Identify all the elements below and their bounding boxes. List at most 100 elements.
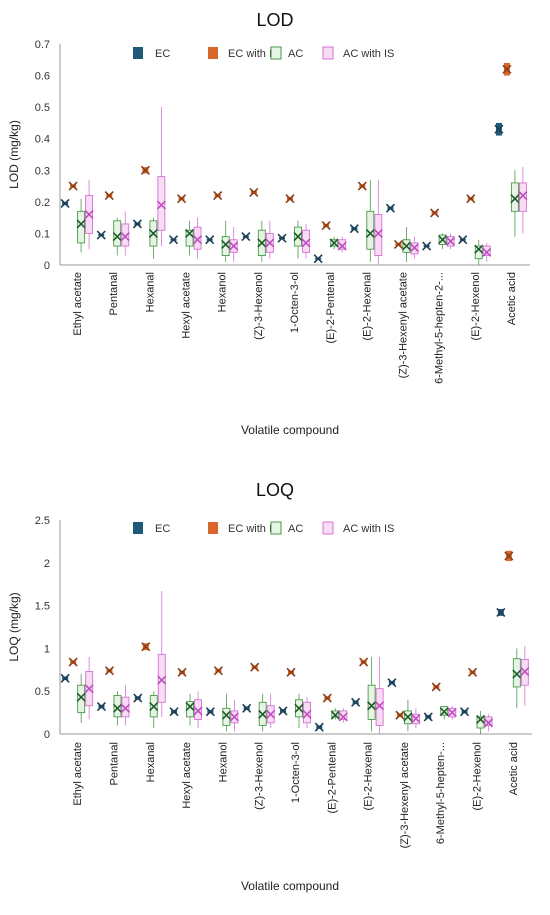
mean-marker <box>438 235 448 245</box>
y-tick-label: 2.5 <box>35 515 50 527</box>
box <box>510 182 519 212</box>
category-label: Pentanal <box>108 742 120 785</box>
category-label: Hexyl acetate <box>181 272 193 339</box>
mean-marker <box>221 710 231 720</box>
mean-marker <box>365 228 375 238</box>
y-tick-label: 1 <box>44 643 50 655</box>
box <box>193 226 202 250</box>
mean-marker <box>149 702 159 712</box>
mean-marker <box>483 718 494 728</box>
box <box>113 695 122 718</box>
mean-marker <box>518 190 528 201</box>
legend-item: EC with IS <box>208 522 279 535</box>
box <box>339 710 348 720</box>
category-label: (E)-2-Pentenal <box>325 272 337 344</box>
category-label: (E)-2-Pentenal <box>326 742 338 814</box>
legend-swatch <box>270 521 282 535</box>
mean-marker <box>84 209 94 220</box>
y-tick-label: 2 <box>44 558 50 570</box>
box <box>157 653 166 703</box>
y-tick-label: 0.7 <box>35 39 50 51</box>
mean-marker <box>351 697 361 707</box>
box <box>518 182 527 212</box>
mean-marker <box>321 220 331 231</box>
legend-label: AC with IS <box>343 48 394 60</box>
box <box>374 214 383 256</box>
mean-marker <box>293 232 303 242</box>
mean-marker <box>169 707 179 717</box>
mean-marker <box>467 667 478 677</box>
box <box>121 696 130 718</box>
box <box>482 245 491 256</box>
category-label: Pentanal <box>108 272 120 315</box>
mean-marker <box>213 666 223 676</box>
mean-marker <box>133 693 143 703</box>
y-tick-label: 0.2 <box>35 197 50 209</box>
legend-item: AC <box>270 521 303 535</box>
mean-marker <box>395 710 405 720</box>
mean-marker <box>141 642 151 652</box>
box <box>303 701 311 724</box>
legend-swatch <box>133 522 143 534</box>
mean-marker <box>257 238 267 248</box>
chart-title: LOQ <box>256 480 294 500</box>
y-tick-label: 0.5 <box>35 686 50 698</box>
mean-marker <box>205 235 215 245</box>
mean-marker <box>474 244 484 254</box>
mean-marker <box>140 165 150 175</box>
mean-marker <box>359 657 369 667</box>
mean-marker <box>60 198 70 209</box>
legend-item: EC <box>133 522 170 535</box>
y-tick-label: 0.4 <box>35 134 50 146</box>
mean-marker <box>520 666 530 677</box>
legend-item: AC with IS <box>322 521 394 535</box>
mean-marker <box>241 232 251 242</box>
mean-marker <box>313 254 323 264</box>
mean-marker <box>504 551 514 561</box>
box <box>185 229 194 247</box>
box <box>77 684 86 714</box>
loq-chart: LOQ 0 0.5 1 1.5 2 2.5 LOQ (mg/kg) Volatile compo… <box>0 470 550 915</box>
mean-marker <box>96 702 107 712</box>
mean-marker <box>322 693 332 703</box>
mean-marker <box>314 722 324 732</box>
mean-marker <box>401 241 412 251</box>
legend-swatch <box>322 521 334 535</box>
mean-marker <box>458 235 468 245</box>
mean-marker <box>76 219 86 229</box>
lod-chart: LOD 0 0.1 0.2 0.3 0.4 0.5 0.6 0.7 LOD (mg/kg) Vola… <box>0 0 550 455</box>
mean-marker <box>422 241 432 251</box>
mean-marker <box>112 232 122 242</box>
mean-marker <box>393 239 404 250</box>
legend-item: EC <box>133 47 170 60</box>
mean-marker <box>329 238 339 248</box>
mean-marker <box>277 233 287 243</box>
mean-marker <box>494 124 504 134</box>
mean-marker <box>385 203 396 213</box>
box <box>338 239 347 250</box>
mean-marker <box>466 194 476 204</box>
mean-marker <box>229 241 239 251</box>
mean-marker <box>96 230 106 240</box>
mean-marker <box>512 669 522 679</box>
mean-marker <box>330 710 340 720</box>
box <box>512 658 521 688</box>
x-axis-title: Volatile compound <box>241 423 339 437</box>
mean-marker <box>502 64 512 74</box>
box <box>221 236 230 256</box>
mean-marker <box>213 190 223 201</box>
mean-marker <box>258 709 268 719</box>
mean-marker <box>112 703 123 713</box>
mean-marker <box>177 667 187 677</box>
category-label: 6-Methyl-5-hepten-... <box>435 742 447 844</box>
y-tick-label: 0.5 <box>35 102 50 114</box>
y-axis-title: LOQ (mg/kg) <box>7 592 21 661</box>
mean-marker <box>265 238 275 248</box>
box <box>194 699 203 720</box>
legend-label: EC with IS <box>228 48 279 60</box>
category-label: Hexanol <box>217 742 229 782</box>
mean-marker <box>411 714 421 724</box>
mean-marker <box>249 187 259 197</box>
legend-swatch <box>322 46 334 60</box>
mean-marker <box>349 224 359 234</box>
